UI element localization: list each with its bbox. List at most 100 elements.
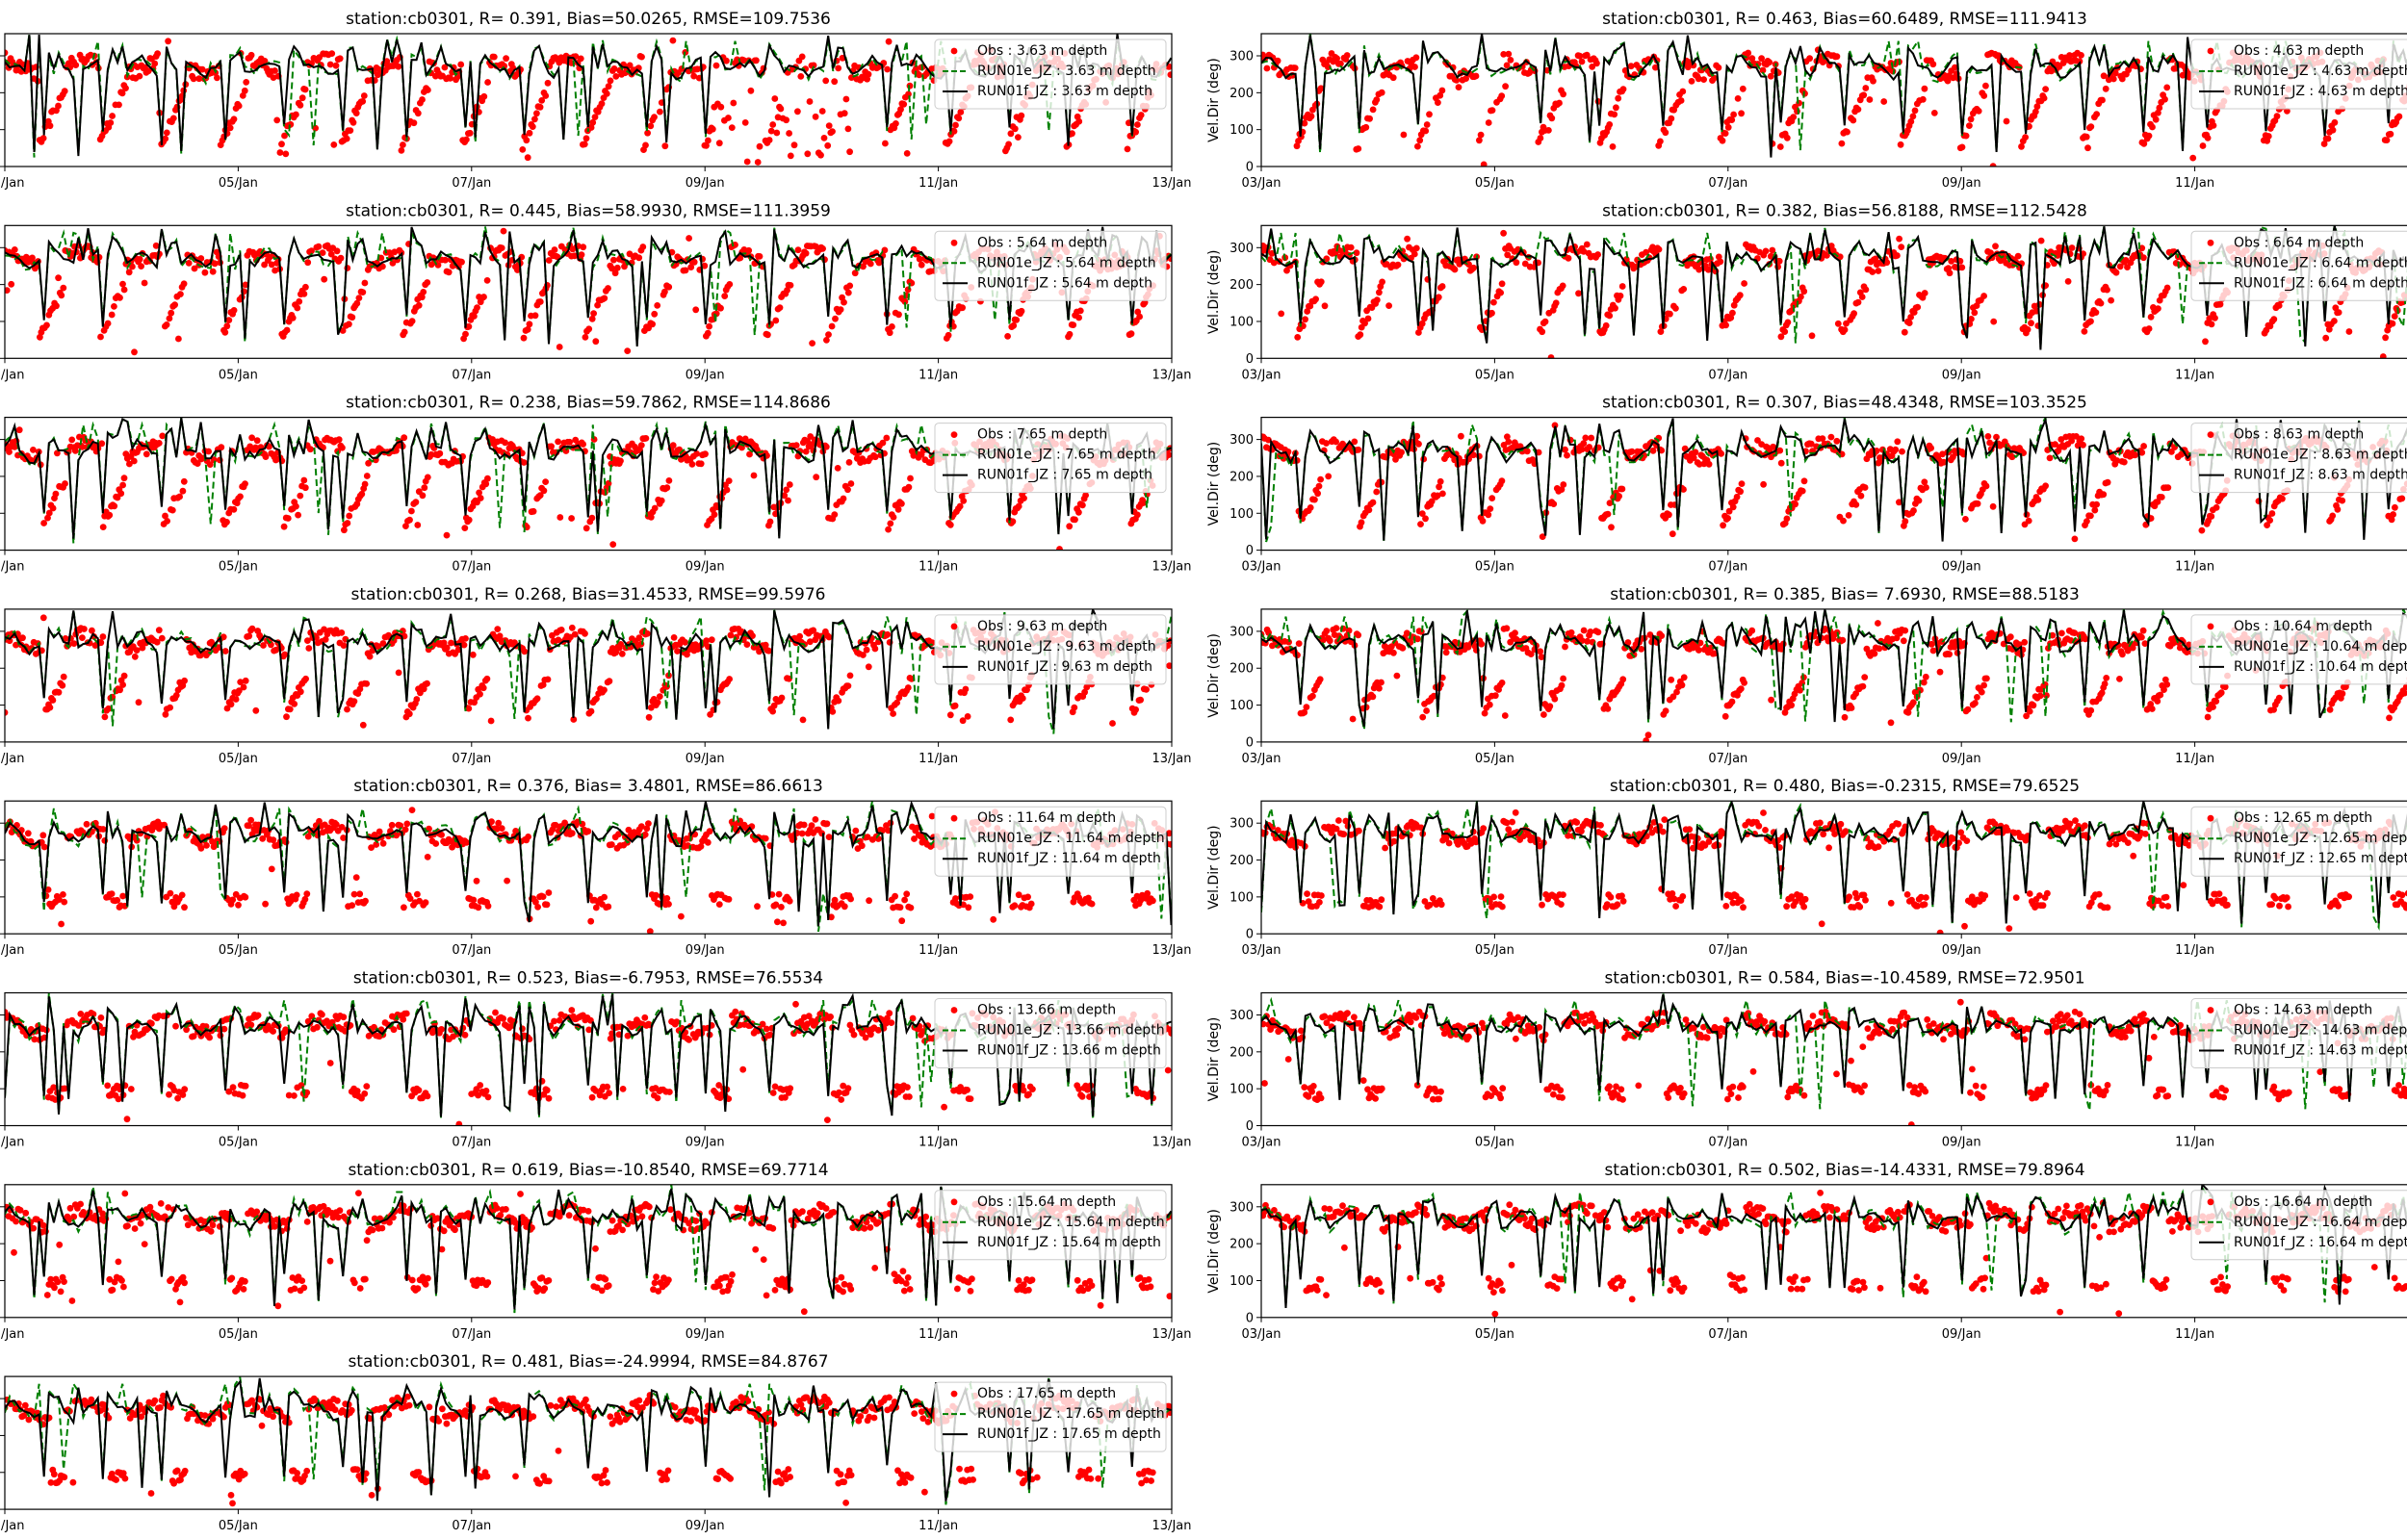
obs-point — [783, 486, 790, 494]
obs-point — [786, 481, 793, 488]
obs-point — [273, 116, 281, 124]
obs-point — [582, 334, 589, 341]
obs-point — [2389, 320, 2396, 327]
x-tick-label: 03/Jan — [1242, 176, 1281, 191]
obs-point — [1315, 482, 1323, 490]
obs-point — [1692, 449, 1699, 456]
obs-point — [1775, 257, 1783, 265]
obs-point — [425, 87, 431, 93]
obs-point — [1430, 692, 1437, 700]
obs-point — [412, 499, 420, 506]
obs-point — [1439, 490, 1446, 498]
obs-point — [125, 269, 133, 276]
obs-point — [248, 434, 255, 442]
obs-point — [129, 263, 136, 270]
obs-point — [337, 254, 345, 262]
obs-point — [2275, 302, 2283, 309]
obs-point — [2129, 644, 2136, 652]
obs-point — [1733, 493, 1741, 500]
obs-point — [158, 634, 166, 642]
obs-point — [1897, 141, 1904, 148]
obs-point — [58, 292, 65, 299]
obs-point — [1270, 259, 1278, 267]
obs-point — [339, 327, 347, 334]
y-tick-label: 0 — [1246, 161, 1254, 175]
obs-point — [2273, 113, 2281, 120]
obs-point — [44, 514, 51, 522]
subplot-9.63m: station:cb0301, R= 0.268, Bias=31.4533, … — [0, 585, 1191, 766]
obs-point — [286, 706, 294, 713]
obs-point — [1901, 328, 1908, 336]
obs-point — [195, 75, 203, 83]
obs-point — [1293, 142, 1301, 150]
obs-point — [514, 267, 521, 273]
obs-point — [1770, 443, 1776, 450]
obs-point — [1010, 321, 1018, 329]
obs-point — [1618, 485, 1626, 493]
obs-point — [225, 317, 233, 323]
obs-point — [1611, 111, 1618, 118]
obs-point — [443, 531, 451, 539]
obs-point — [871, 453, 879, 461]
obs-point — [154, 50, 162, 58]
obs-point — [1657, 138, 1664, 145]
obs-point — [138, 263, 145, 270]
obs-point — [1790, 114, 1798, 120]
obs-point — [945, 138, 953, 145]
obs-point — [1373, 296, 1381, 304]
legend-entry: RUN01e_JZ : 6.64 m depth — [2234, 255, 2407, 270]
obs-point — [823, 337, 830, 344]
obs-point — [223, 519, 230, 526]
obs-point — [2339, 497, 2346, 504]
obs-point — [656, 693, 663, 700]
obs-point — [1578, 446, 1586, 453]
obs-point — [635, 254, 643, 262]
obs-point — [1762, 247, 1770, 255]
obs-point — [542, 92, 550, 99]
obs-point — [239, 92, 246, 99]
obs-point — [2212, 315, 2218, 321]
obs-point — [519, 146, 527, 153]
y-axis-label: Vel.Dir (deg) — [1206, 249, 1222, 334]
obs-point — [1834, 320, 1842, 327]
plot-area — [5, 34, 1172, 166]
obs-point — [5, 287, 11, 294]
obs-point — [2042, 482, 2050, 490]
obs-point — [605, 285, 611, 292]
obs-point — [1469, 451, 1477, 459]
obs-point — [1390, 649, 1397, 656]
obs-point — [1739, 85, 1747, 92]
obs-point — [301, 86, 309, 93]
obs-point — [577, 55, 584, 63]
obs-point — [328, 50, 336, 57]
obs-point — [1505, 438, 1513, 446]
obs-point — [8, 280, 15, 288]
obs-point — [2102, 85, 2109, 92]
obs-point — [1792, 500, 1799, 508]
obs-point — [2052, 441, 2058, 448]
obs-point — [1351, 438, 1359, 446]
obs-point — [610, 256, 617, 264]
obs-point — [555, 636, 562, 644]
obs-point — [29, 254, 36, 262]
obs-point — [1854, 298, 1862, 306]
obs-point — [2097, 299, 2105, 307]
obs-point — [1166, 662, 1172, 670]
obs-point — [1278, 310, 1285, 318]
obs-point — [1143, 686, 1150, 693]
obs-point — [1453, 76, 1461, 84]
obs-point — [2189, 154, 2197, 162]
obs-point — [235, 687, 243, 695]
obs-point — [365, 459, 372, 467]
obs-point — [2024, 326, 2032, 333]
obs-point — [440, 639, 448, 647]
obs-point — [747, 87, 755, 94]
legend-entry: Obs : 9.63 m depth — [977, 619, 1107, 634]
obs-point — [366, 653, 374, 660]
obs-point — [804, 150, 812, 158]
obs-point — [142, 450, 150, 458]
obs-point — [276, 149, 284, 156]
obs-point — [111, 303, 117, 310]
obs-point — [845, 459, 853, 466]
